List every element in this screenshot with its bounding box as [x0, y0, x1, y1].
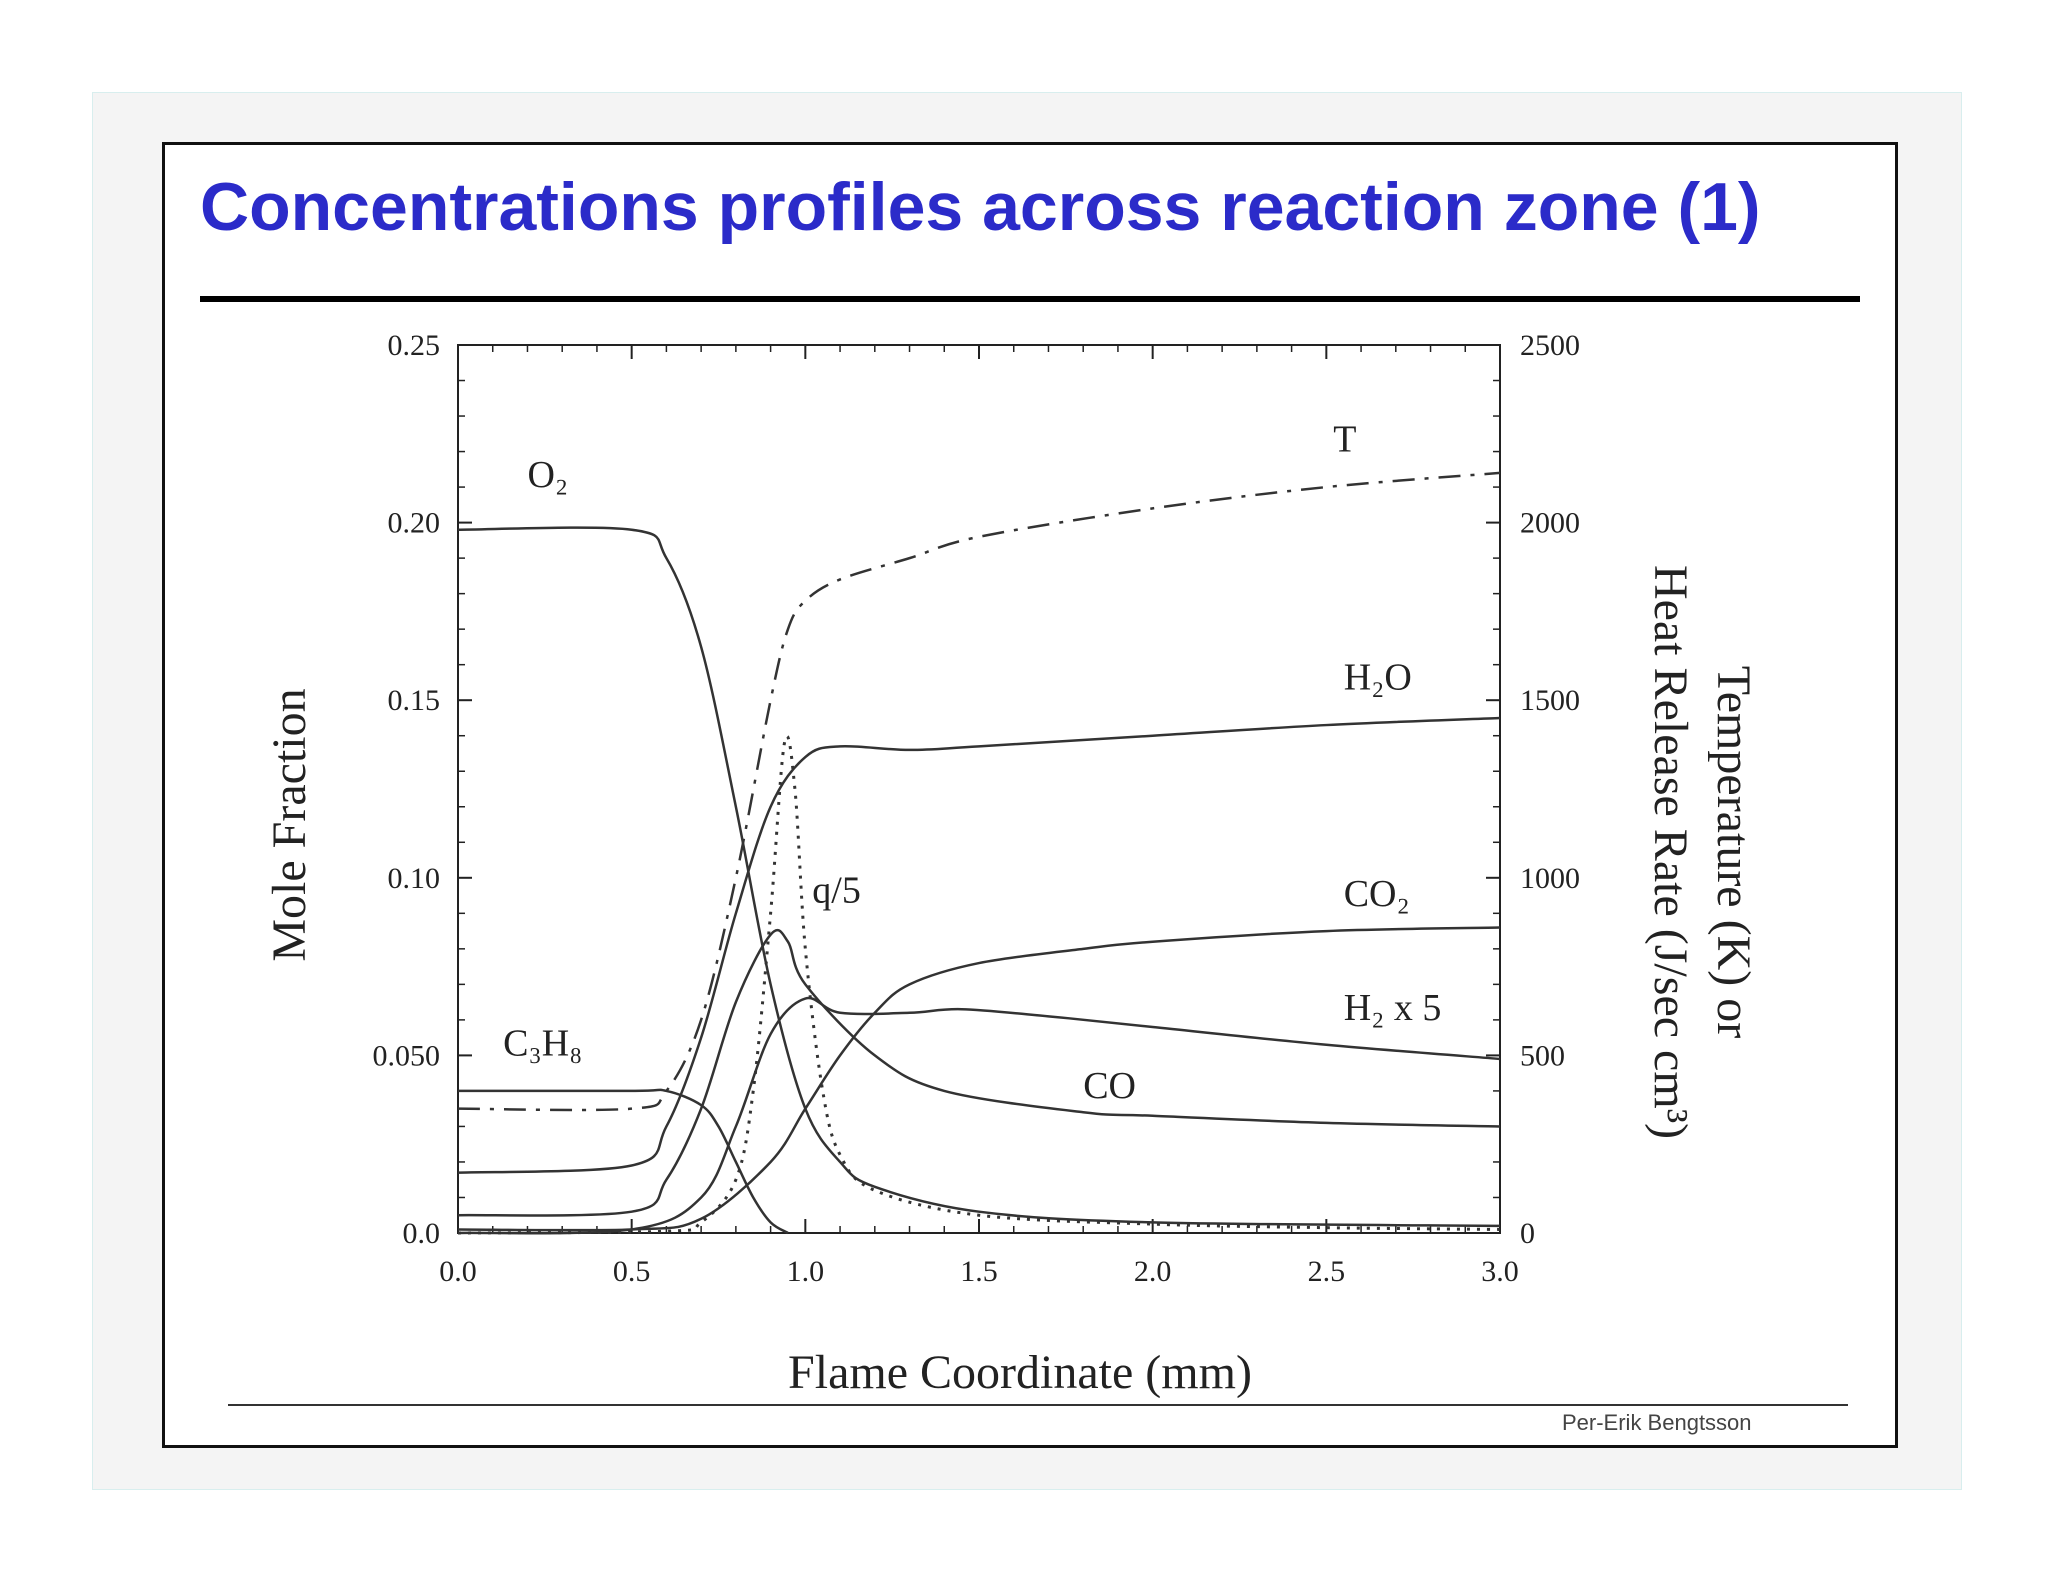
series-label-0-o: O₂: [527, 454, 568, 496]
series-line-5-c-h: [458, 1088, 789, 1235]
series-lines: [457, 471, 1501, 1235]
series-label-5-c-h: C₃H₈: [503, 1022, 582, 1064]
series-line-6-t: [457, 471, 1501, 1112]
series-labels: O₂ H₂O CO₂ H₂ x 5 CO C₃H₈ Tq/5: [503, 419, 1441, 1107]
y2-tick-label: 2000: [1520, 507, 1580, 540]
author-credit: Per-Erik Bengtsson: [1562, 1410, 1752, 1435]
series-label-6-t: T: [1333, 419, 1356, 461]
series-line-2-co: [457, 926, 1501, 1232]
series-line-1-h-o: [457, 716, 1501, 1174]
title-divider: [200, 296, 1860, 302]
y2-axis-title-line1: Temperature (K) or: [1707, 666, 1760, 1038]
x-tick-label: 0.0: [439, 1255, 477, 1288]
y-tick-label: 0.15: [388, 684, 441, 717]
slide-border: [162, 142, 1898, 1448]
y-tick-label: 0.20: [388, 507, 441, 540]
series-line-3-h-x-5: [457, 996, 1501, 1235]
y-tick-label: 0.050: [373, 1039, 441, 1072]
x-tick-label: 3.0: [1481, 1255, 1519, 1288]
x-tick-label: 2.0: [1134, 1255, 1172, 1288]
x-tick-label: 2.5: [1308, 1255, 1346, 1288]
y2-tick-label: 1500: [1520, 684, 1580, 717]
series-line-4-co: [457, 929, 1501, 1217]
slide-title: Concentrations profiles across reaction …: [200, 169, 1761, 245]
x-tick-label: 1.0: [787, 1255, 825, 1288]
axes: 0.0 0.5 1.0 1.5 2.0 2.5 3.0 0.0 0.050 0.10 0.15 0.2…: [373, 329, 1581, 1288]
series-label-1-h-o: H₂O: [1344, 657, 1412, 699]
y2-axis-title-line2: Heat Release Rate (J/sec cm³): [1644, 565, 1697, 1139]
x-axis-title: Flame Coordinate (mm): [788, 1346, 1252, 1399]
series-line-0-o: [457, 526, 1501, 1228]
y-tick-label: 0.0: [403, 1217, 441, 1250]
plot-area: [457, 344, 1501, 1234]
series-label-3-h-x-5: H₂ x 5: [1344, 987, 1442, 1029]
series-line-7-q-5: [457, 734, 1501, 1235]
x-tick-label: 0.5: [613, 1255, 651, 1288]
x-tick-label: 1.5: [960, 1255, 998, 1288]
series-label-4-co: CO: [1083, 1065, 1136, 1107]
y2-tick-label: 0: [1520, 1217, 1535, 1250]
series-label-7-q-5: q/5: [812, 870, 861, 912]
y2-tick-label: 1000: [1520, 862, 1580, 895]
footer-divider: [228, 1404, 1848, 1406]
y-tick-label: 0.25: [388, 329, 441, 362]
y-tick-label: 0.10: [388, 862, 441, 895]
plot-border: [457, 344, 1501, 1234]
y-axis-title: Mole Fraction: [263, 688, 316, 961]
y2-tick-label: 500: [1520, 1039, 1565, 1072]
y2-tick-label: 2500: [1520, 329, 1580, 362]
series-label-2-co: CO₂: [1344, 873, 1410, 915]
